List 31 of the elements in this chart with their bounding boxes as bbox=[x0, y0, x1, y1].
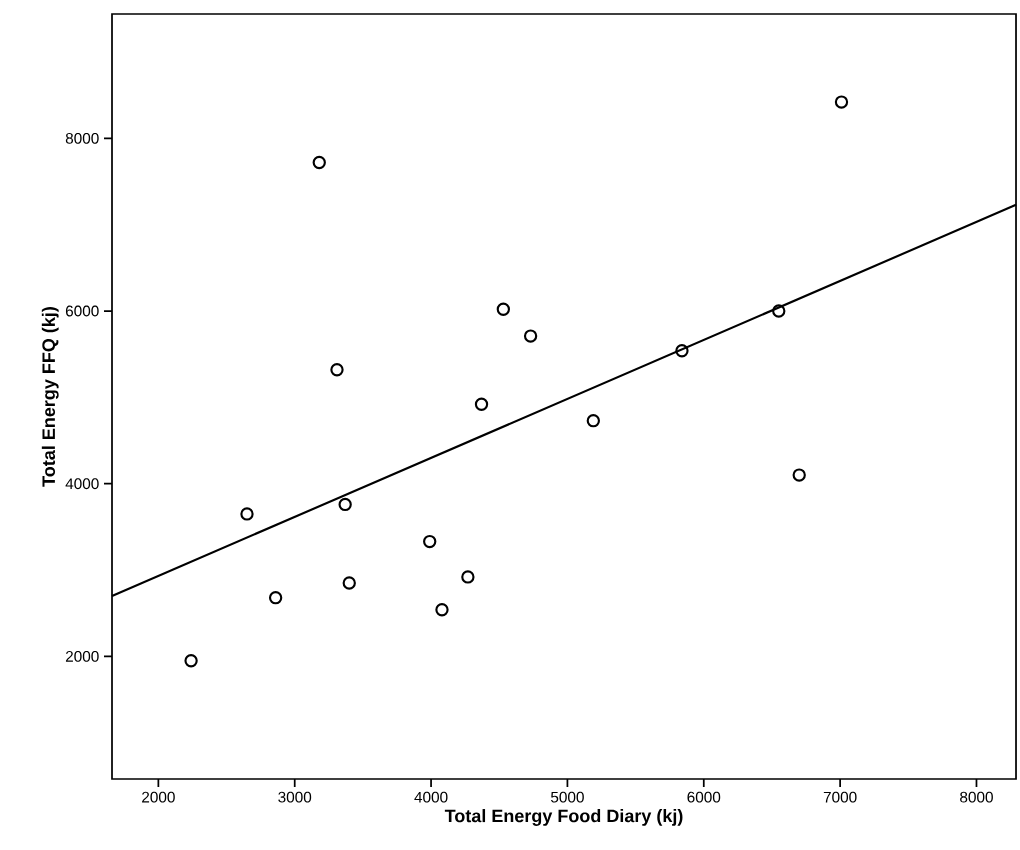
x-tick-label: 4000 bbox=[414, 791, 448, 803]
point bbox=[772, 304, 786, 318]
point bbox=[496, 302, 510, 316]
point bbox=[184, 654, 198, 668]
point bbox=[792, 468, 806, 482]
x-tick-label: 5000 bbox=[550, 791, 584, 803]
point bbox=[338, 497, 352, 512]
point bbox=[523, 329, 538, 343]
point bbox=[342, 576, 356, 590]
y-tick-label: 8000 bbox=[65, 132, 99, 144]
point bbox=[330, 363, 344, 377]
y-axis-title: Total Energy FFQ (kj) bbox=[41, 307, 59, 487]
point bbox=[423, 534, 437, 549]
point bbox=[268, 591, 283, 605]
point bbox=[474, 397, 489, 411]
point bbox=[834, 95, 849, 109]
y-tick-label: 2000 bbox=[65, 650, 99, 662]
point bbox=[461, 570, 475, 584]
point bbox=[312, 155, 326, 170]
x-tick-label: 6000 bbox=[687, 791, 721, 803]
y-tick-label: 4000 bbox=[65, 478, 99, 490]
x-tick-label: 2000 bbox=[142, 791, 175, 803]
point bbox=[435, 603, 449, 617]
point bbox=[586, 414, 600, 428]
x-axis-title: Total Energy Food Diary (kj) bbox=[444, 809, 683, 826]
x-tick-label: 8000 bbox=[960, 791, 993, 803]
point bbox=[675, 344, 689, 358]
y-tick-label: 6000 bbox=[65, 305, 99, 317]
x-tick-label: 7000 bbox=[823, 791, 857, 803]
x-tick-label: 3000 bbox=[278, 791, 312, 803]
point bbox=[240, 507, 254, 521]
